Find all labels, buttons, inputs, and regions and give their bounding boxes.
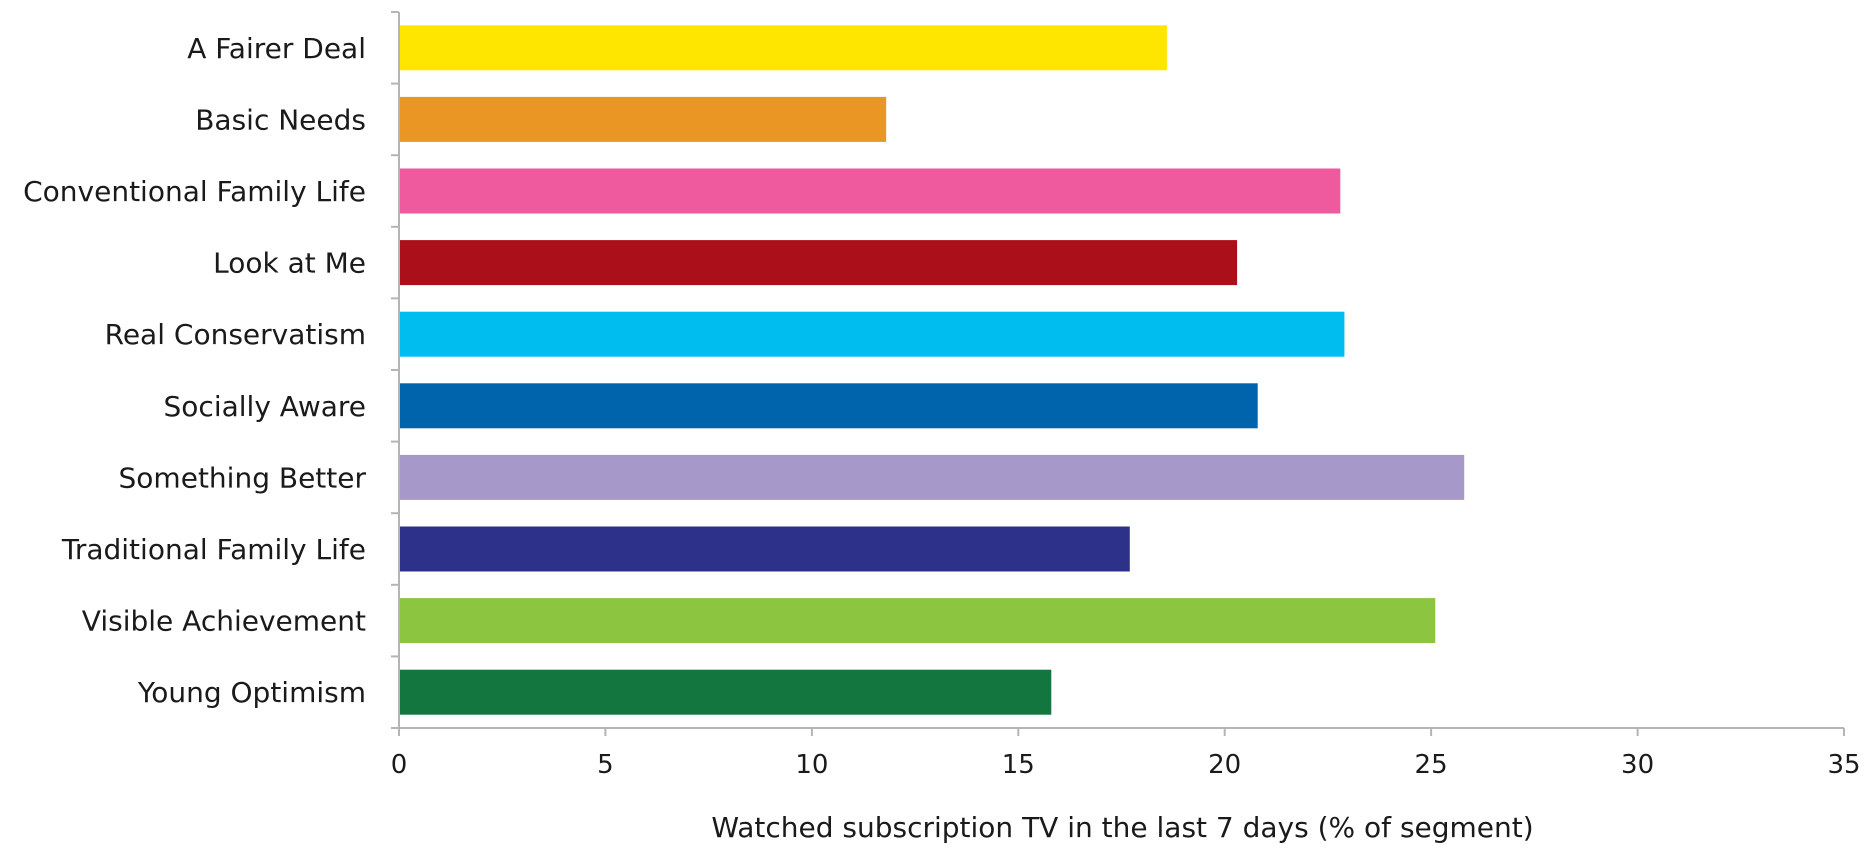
bar-traditional-family-life (400, 526, 1130, 572)
ticks-group: 0 5 10 15 20 25 30 35 (391, 728, 1861, 780)
x-tick-label: 10 (795, 750, 828, 780)
bar-young-optimism (400, 669, 1052, 715)
bar-look-at-me (400, 240, 1238, 286)
x-tick-label: 25 (1415, 750, 1448, 780)
category-label: Real Conservatism (105, 318, 366, 351)
x-tick-label: 15 (1002, 750, 1035, 780)
category-label: A Fairer Deal (187, 32, 366, 65)
category-label: Traditional Family Life (61, 533, 366, 566)
x-tick-label: 35 (1827, 750, 1860, 780)
bar-something-better (400, 454, 1465, 500)
category-label: Visible Achievement (82, 605, 366, 638)
bars-group (400, 25, 1465, 715)
axes-group (391, 11, 1844, 729)
x-tick-label: 30 (1621, 750, 1654, 780)
category-label: Look at Me (213, 247, 366, 280)
bar-socially-aware (400, 383, 1258, 429)
category-label: Conventional Family Life (23, 175, 366, 208)
x-tick-label: 20 (1208, 750, 1241, 780)
category-label: Socially Aware (164, 390, 366, 423)
x-tick-label: 5 (597, 750, 614, 780)
bar-basic-needs (400, 96, 887, 142)
bar-real-conservatism (400, 311, 1345, 357)
bar-visible-achievement (400, 598, 1436, 644)
bar-conventional-family-life (400, 168, 1341, 214)
category-label: Something Better (119, 461, 367, 494)
category-label: Basic Needs (195, 103, 366, 136)
category-labels-group: A Fairer Deal Basic Needs Conventional Fam… (23, 32, 366, 709)
category-label: Young Optimism (137, 676, 366, 709)
bar-a-fairer-deal (400, 25, 1167, 71)
x-axis-title: Watched subscription TV in the last 7 da… (711, 811, 1533, 844)
x-tick-label: 0 (391, 750, 408, 780)
